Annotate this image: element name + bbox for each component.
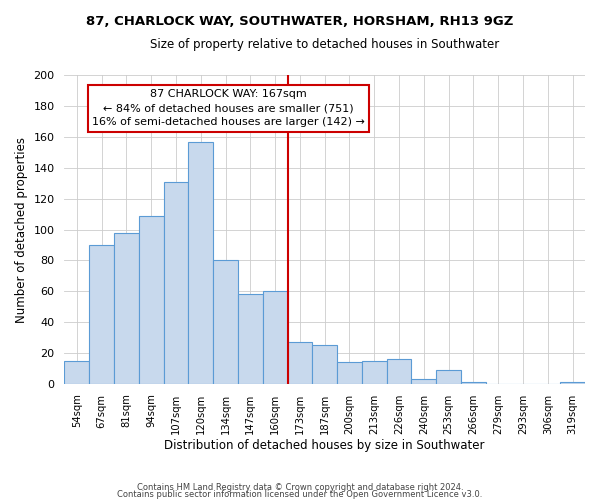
Bar bbox=[238, 294, 263, 384]
Bar bbox=[461, 382, 486, 384]
Bar bbox=[337, 362, 362, 384]
Bar bbox=[362, 360, 386, 384]
Text: Contains public sector information licensed under the Open Government Licence v3: Contains public sector information licen… bbox=[118, 490, 482, 499]
Y-axis label: Number of detached properties: Number of detached properties bbox=[15, 136, 28, 322]
Bar bbox=[139, 216, 164, 384]
Title: Size of property relative to detached houses in Southwater: Size of property relative to detached ho… bbox=[150, 38, 499, 51]
Bar bbox=[560, 382, 585, 384]
Bar bbox=[313, 346, 337, 384]
Bar bbox=[188, 142, 213, 384]
Text: 87, CHARLOCK WAY, SOUTHWATER, HORSHAM, RH13 9GZ: 87, CHARLOCK WAY, SOUTHWATER, HORSHAM, R… bbox=[86, 15, 514, 28]
Bar bbox=[213, 260, 238, 384]
Bar bbox=[386, 359, 412, 384]
Bar bbox=[263, 292, 287, 384]
Bar bbox=[412, 379, 436, 384]
X-axis label: Distribution of detached houses by size in Southwater: Distribution of detached houses by size … bbox=[164, 440, 485, 452]
Text: Contains HM Land Registry data © Crown copyright and database right 2024.: Contains HM Land Registry data © Crown c… bbox=[137, 484, 463, 492]
Bar bbox=[287, 342, 313, 384]
Bar bbox=[89, 245, 114, 384]
Bar bbox=[436, 370, 461, 384]
Bar bbox=[164, 182, 188, 384]
Bar bbox=[114, 232, 139, 384]
Bar bbox=[64, 360, 89, 384]
Text: 87 CHARLOCK WAY: 167sqm
← 84% of detached houses are smaller (751)
16% of semi-d: 87 CHARLOCK WAY: 167sqm ← 84% of detache… bbox=[92, 89, 365, 127]
